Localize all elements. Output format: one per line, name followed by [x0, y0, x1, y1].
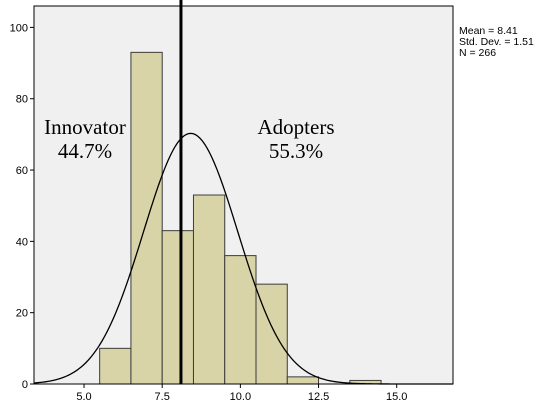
x-tick-label: 10.0: [230, 391, 251, 403]
adopters-percent: 55.3%: [269, 139, 323, 163]
stat-std-dev: Std. Dev. = 1.51: [459, 36, 534, 48]
x-axis: 5.0 7.5 10.0 12.5 15.0: [76, 384, 407, 403]
y-axis: 0 20 40 60 80 100: [10, 22, 34, 391]
y-tick-label: 80: [16, 94, 28, 106]
histogram-bar: [99, 347, 132, 385]
y-tick-label: 100: [10, 22, 28, 34]
x-tick-label: 5.0: [76, 391, 91, 403]
x-tick-label: 7.5: [155, 391, 170, 403]
x-tick-label: 12.5: [308, 391, 329, 403]
stat-mean: Mean = 8.41: [459, 25, 518, 37]
histogram-bar: [224, 255, 257, 385]
y-tick-label: 0: [22, 379, 28, 391]
histogram-bar: [192, 194, 226, 385]
x-tick-label: 15.0: [386, 391, 407, 403]
y-tick-label: 40: [16, 236, 28, 248]
stat-n: N = 266: [459, 47, 496, 59]
innovator-percent: 44.7%: [58, 139, 112, 163]
histogram-bar: [130, 51, 163, 385]
histogram-bar: [255, 283, 288, 385]
adopters-label: Adopters: [258, 115, 335, 139]
histogram-bar: [161, 230, 194, 385]
plot-frame: [33, 5, 454, 385]
y-tick-label: 60: [16, 165, 28, 177]
y-tick-label: 20: [16, 308, 28, 320]
histogram-bar: [286, 376, 320, 385]
innovator-label: Innovator: [44, 115, 126, 139]
